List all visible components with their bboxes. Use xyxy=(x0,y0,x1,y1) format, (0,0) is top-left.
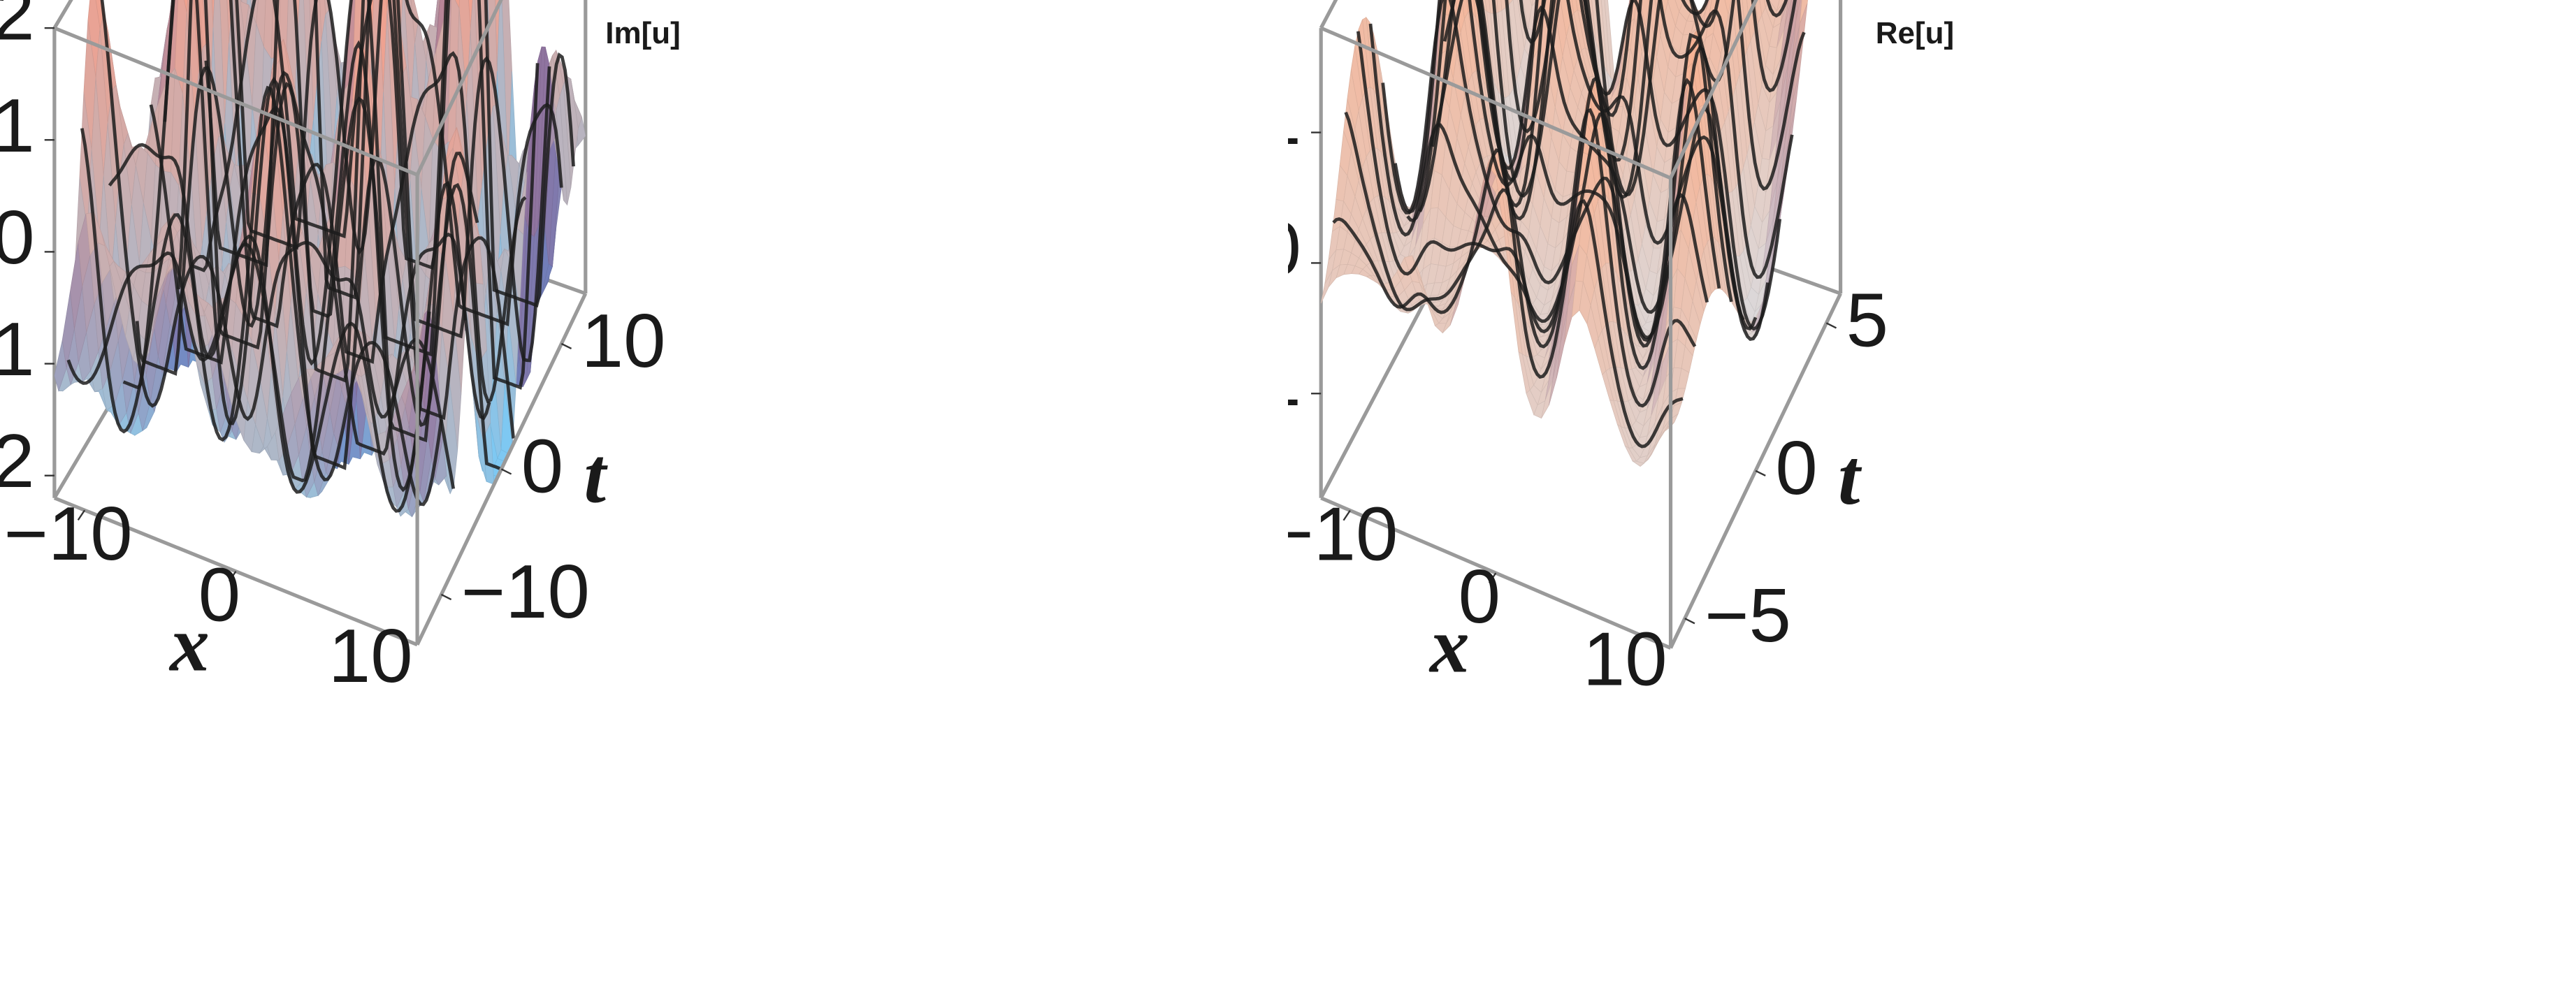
mesh-line xyxy=(272,0,575,308)
surface-patch xyxy=(468,0,473,30)
x-tick-label: 10 xyxy=(1583,617,1667,701)
y-tick-label: −10 xyxy=(461,550,590,634)
mesh-line xyxy=(235,0,563,326)
chart-title: Im[u] xyxy=(605,16,681,50)
box-edge xyxy=(415,0,503,176)
mesh-line xyxy=(1356,31,1709,370)
y-tick-mark xyxy=(1755,470,1766,476)
x-tick-mark xyxy=(1488,572,1497,583)
x-tick-label: −10 xyxy=(3,492,132,576)
surface-mesh xyxy=(54,0,586,518)
x-tick-label: 10 xyxy=(328,614,413,699)
mesh-line xyxy=(1381,0,1733,342)
x-tick-mark xyxy=(1634,634,1642,646)
box-edge xyxy=(1320,496,1672,650)
mesh-line xyxy=(1519,0,1788,197)
mesh-line xyxy=(1368,23,1721,348)
y-tick-label: 0 xyxy=(1775,426,1817,511)
mesh-line xyxy=(1491,0,1806,198)
y-tick-mark xyxy=(560,342,572,350)
surface-patch xyxy=(409,333,421,378)
x-tick-label: −10 xyxy=(1288,492,1398,576)
box-edge xyxy=(53,26,419,177)
y-tick-label: −5 xyxy=(1705,574,1791,658)
mesh-line xyxy=(1394,0,1745,340)
z-tick-label: 0 xyxy=(1288,207,1301,291)
y-tick-mark xyxy=(500,468,512,475)
x-axis-label: x xyxy=(1428,602,1470,690)
z-tick-label: −2 xyxy=(0,419,35,504)
mesh-line xyxy=(1442,0,1794,279)
z-tick-label: 1 xyxy=(1288,76,1301,161)
x-tick-mark xyxy=(379,632,388,643)
y-axis-label: t xyxy=(584,432,608,520)
box-front xyxy=(1320,0,1842,650)
y-tick-mark xyxy=(440,593,452,601)
z-tick-label: −1 xyxy=(1288,337,1301,422)
y-axis-label: t xyxy=(1838,433,1862,521)
mesh-line xyxy=(163,0,516,439)
x-tick-label: 0 xyxy=(198,553,240,638)
y-tick-mark xyxy=(1825,322,1837,329)
mesh-line xyxy=(1505,0,1797,200)
surface-patch xyxy=(211,0,215,28)
surface-patch xyxy=(495,0,500,71)
x-tick-mark xyxy=(229,571,237,582)
mesh-line xyxy=(176,0,527,404)
z-tick-label: 0 xyxy=(0,196,35,280)
z-tick-label: −1 xyxy=(0,307,35,392)
chart-title: Re[u] xyxy=(1876,16,1954,50)
y-tick-label: 10 xyxy=(581,299,666,384)
mesh-line xyxy=(1344,108,1697,408)
z-tick-label: 2 xyxy=(0,0,35,57)
mesh-line xyxy=(204,0,551,363)
mesh-line xyxy=(1418,0,1770,341)
mesh-line xyxy=(108,40,468,493)
y-tick-label: 5 xyxy=(1846,278,1888,363)
x-tick-label: 0 xyxy=(1459,555,1500,639)
box-edge xyxy=(1320,26,1672,180)
x-tick-mark xyxy=(1343,509,1351,521)
x-tick-mark xyxy=(77,509,86,521)
box-edge xyxy=(1669,0,1758,180)
y-tick-label: 0 xyxy=(521,424,563,509)
x-axis-label: x xyxy=(168,599,210,687)
z-tick-label: 1 xyxy=(0,84,35,168)
y-tick-mark xyxy=(1684,618,1695,625)
